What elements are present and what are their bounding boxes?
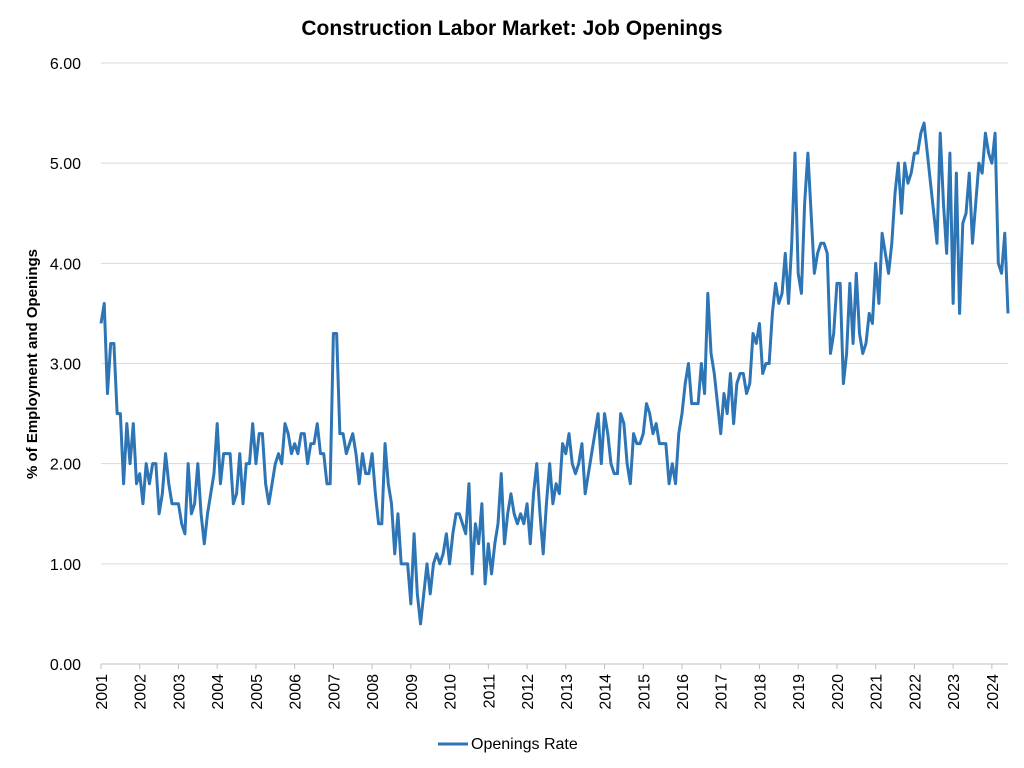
x-tick-label: 2004 [210, 674, 227, 710]
x-tick-label: 2011 [481, 674, 498, 709]
x-tick-label: 2002 [133, 674, 150, 710]
x-tick-label: 2018 [752, 674, 769, 710]
x-tick-label: 2012 [520, 674, 537, 710]
x-tick-label: 2019 [791, 674, 808, 710]
x-tick-label: 2008 [365, 674, 382, 710]
y-tick-label: 6.00 [50, 56, 81, 73]
legend: Openings Rate [438, 736, 578, 753]
x-tick-label: 2023 [946, 674, 963, 710]
x-tick-label: 2014 [598, 674, 615, 710]
y-tick-label: 0.00 [50, 657, 81, 674]
legend-label: Openings Rate [471, 736, 578, 753]
x-tick-label: 2021 [869, 674, 886, 710]
chart-title: Construction Labor Market: Job Openings [301, 17, 722, 40]
series-line-openings-rate [99, 121, 1010, 626]
y-tick-label: 3.00 [50, 357, 81, 374]
series-layer [99, 121, 1010, 626]
x-tick-label: 2017 [714, 674, 731, 710]
x-tick-label: 2015 [636, 674, 653, 710]
x-tick-label: 2001 [94, 674, 111, 710]
x-tick-label: 2006 [288, 674, 305, 710]
x-tick-label: 2007 [326, 674, 343, 710]
x-tick-label: 2013 [559, 674, 576, 710]
x-tick-label: 2024 [985, 674, 1002, 710]
x-tick-label: 2009 [404, 674, 421, 710]
y-tick-label: 2.00 [50, 457, 81, 474]
y-tick-label: 1.00 [50, 557, 81, 574]
x-tick-label: 2010 [443, 674, 460, 710]
y-axis-label: % of Employment and Openings [24, 249, 41, 479]
x-tick-label: 2020 [830, 674, 847, 710]
x-tick-label: 2005 [249, 674, 266, 710]
y-tick-label: 5.00 [50, 156, 81, 173]
y-tick-labels: 0.00 1.00 2.00 3.00 4.00 5.00 6.00 [50, 56, 81, 674]
x-tick-label: 2003 [171, 674, 188, 710]
x-tick-label: 2022 [907, 674, 924, 710]
y-tick-label: 4.00 [50, 256, 81, 273]
gridlines [101, 62, 1008, 665]
x-tick-labels: 2001 2002 2003 2004 2005 2006 2007 2008 2009 2010… [94, 664, 1002, 710]
x-tick-label: 2016 [675, 674, 692, 710]
